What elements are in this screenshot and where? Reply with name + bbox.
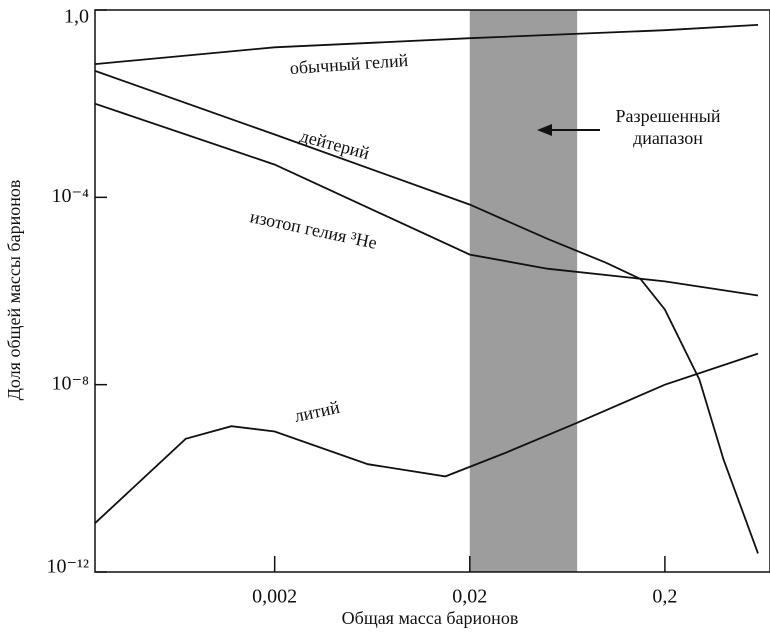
plot-frame (94, 9, 770, 573)
y-tick-label: 1,0 (64, 6, 89, 28)
y-axis-label: Доля общей массы барионов (4, 180, 24, 401)
band-label: Разрешенный (616, 106, 721, 126)
curve (94, 352, 759, 524)
band-arrowhead (537, 124, 552, 136)
curve (94, 24, 759, 65)
x-tick-label: 0,02 (452, 586, 487, 608)
x-axis-label: Общая масса барионов (342, 608, 519, 628)
band-label: диапазон (633, 128, 703, 148)
curve-label: литий (293, 397, 342, 426)
curve-label: изотоп гелия ³He (248, 206, 378, 252)
curve (94, 70, 759, 554)
x-tick-label: 0,2 (652, 586, 677, 608)
allowed-band (469, 10, 578, 572)
y-tick-label: 10⁻¹² (46, 556, 89, 578)
curve-label: обычный гелий (289, 50, 409, 78)
y-tick-label: 10⁻⁸ (51, 372, 89, 394)
curve (94, 102, 759, 297)
y-tick-label: 10⁻⁴ (51, 185, 89, 207)
x-tick-label: 0,002 (252, 586, 297, 608)
curve-label: дейтерий (298, 126, 372, 164)
